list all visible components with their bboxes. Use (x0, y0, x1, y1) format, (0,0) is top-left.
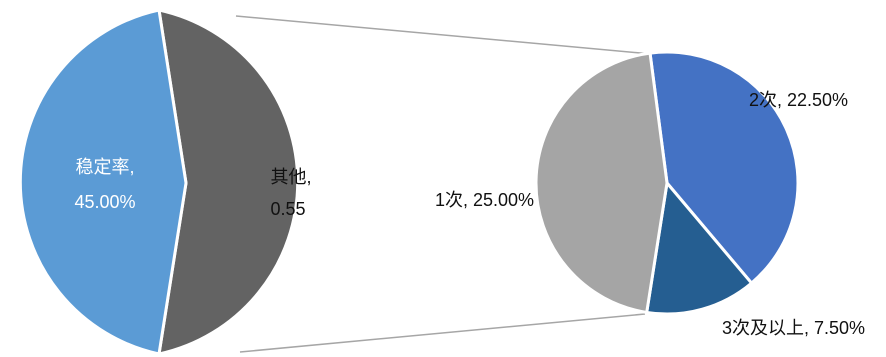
secondary-slice-label-1x: 1次, 25.00% (435, 190, 534, 210)
secondary-slice-1x (534, 51, 669, 314)
main-pie (18, 8, 300, 356)
secondary-slice-label-2x: 2次, 22.50% (749, 90, 848, 110)
main-slice-label-other: 其他, (270, 167, 311, 187)
connector-line-bottom (239, 313, 646, 353)
secondary-slice-label-3x-plus: 3次及以上, 7.50% (722, 318, 865, 338)
secondary-slice-2x (648, 50, 800, 285)
main-slice-stable (18, 8, 188, 356)
main-slice-value-stable: 45.00% (74, 192, 135, 212)
connector-lines (235, 15, 652, 353)
main-slice-other (157, 8, 300, 356)
connector-line-top (235, 15, 652, 55)
main-slice-label-stable: 稳定率, (75, 157, 134, 177)
secondary-pie (534, 50, 800, 316)
secondary-slice-3x-plus (645, 181, 754, 316)
main-slice-value-other: 0.55 (270, 199, 305, 219)
